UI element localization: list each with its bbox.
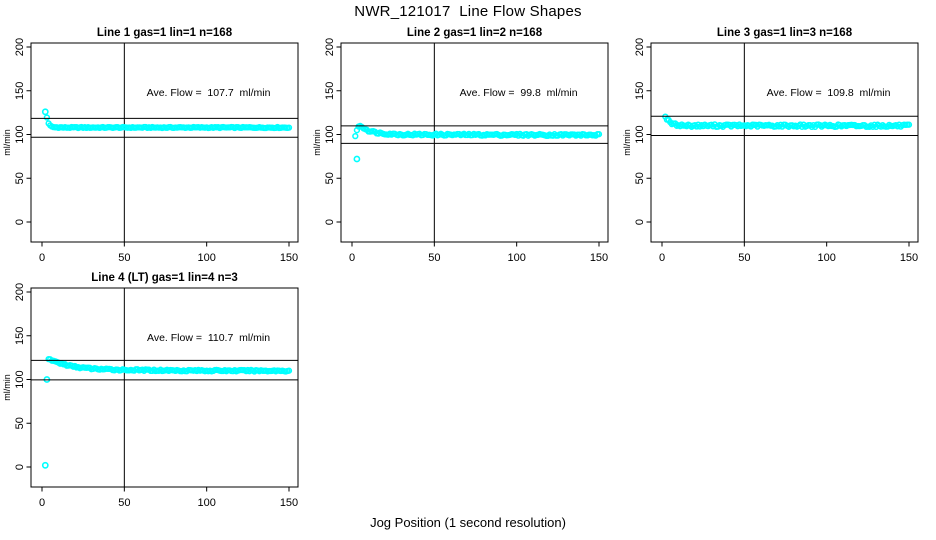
y-tick-label: 100 (14, 125, 26, 143)
plot-box (30, 287, 299, 488)
panel-line-1: 0 50 100 150 0 50 100 150 200 ml/min Line 1 gas=1 … (2, 27, 299, 264)
y-tick-label: 100 (634, 125, 646, 143)
x-tick-label: 50 (118, 497, 130, 509)
y-tick-label: 200 (634, 38, 646, 56)
outlier-point (41, 108, 49, 116)
ave-flow-annotation: Ave. Flow = 109.8 ml/min (767, 87, 891, 99)
y-tick-label: 150 (14, 327, 26, 345)
flow-point (43, 114, 51, 121)
outlier-point (353, 155, 361, 163)
y-tick-label: 100 (324, 125, 336, 143)
y-axis-label: ml/min (622, 129, 632, 156)
flow-point (595, 131, 603, 138)
x-tick-label: 0 (39, 497, 45, 509)
ave-flow-annotation: Ave. Flow = 110.7 ml/min (147, 332, 270, 344)
y-tick-label: 0 (634, 219, 646, 225)
panel-line-2: 0 50 100 150 0 50 100 150 200 ml/min Line 2 gas=1 … (312, 27, 609, 264)
y-axis-label: ml/min (2, 129, 12, 156)
x-tick-label: 150 (900, 252, 918, 264)
ave-flow-annotation: Ave. Flow = 99.8 ml/min (460, 87, 578, 99)
panel-title: Line 2 gas=1 lin=2 n=168 (407, 27, 543, 39)
y-tick-label: 200 (14, 283, 26, 301)
y-tick-label: 50 (14, 417, 26, 429)
flow-point (352, 132, 359, 140)
flow-points (41, 355, 293, 469)
panel-title: Line 3 gas=1 lin=3 n=168 (717, 27, 853, 39)
x-tick-label: 100 (507, 252, 525, 264)
x-tick-label: 150 (590, 252, 608, 264)
x-tick-label: 50 (118, 252, 130, 264)
x-tick-label: 100 (197, 252, 215, 264)
y-tick-label: 0 (324, 219, 336, 225)
flow-point (905, 121, 913, 128)
y-tick-label: 200 (324, 38, 336, 56)
y-tick-label: 50 (14, 172, 26, 184)
flow-point (285, 124, 293, 131)
y-tick-label: 0 (14, 464, 26, 470)
flow-points (41, 108, 293, 132)
flow-point (285, 367, 293, 374)
y-tick-label: 0 (14, 219, 26, 225)
plot-box (340, 42, 609, 243)
ave-flow-annotation: Ave. Flow = 107.7 ml/min (147, 87, 271, 99)
x-tick-label: 0 (349, 252, 355, 264)
x-tick-label: 150 (280, 252, 298, 264)
panel-line-3: 0 50 100 150 0 50 100 150 200 ml/min Line 3 gas=1 … (622, 27, 919, 264)
y-tick-label: 50 (324, 172, 336, 184)
flow-points (352, 122, 603, 163)
x-axis-label: Jog Position (1 second resolution) (370, 515, 566, 530)
y-tick-label: 50 (634, 172, 646, 184)
y-axis-label: ml/min (2, 374, 12, 401)
panel-title: Line 4 (LT) gas=1 lin=4 n=3 (91, 272, 237, 284)
x-tick-label: 100 (817, 252, 835, 264)
x-tick-label: 0 (659, 252, 665, 264)
outlier-point (41, 461, 49, 469)
y-tick-label: 150 (634, 82, 646, 100)
chart-title: NWR_121017 Line Flow Shapes (354, 3, 582, 20)
y-tick-label: 150 (324, 82, 336, 100)
y-tick-label: 100 (14, 370, 26, 388)
y-tick-label: 150 (14, 82, 26, 100)
flow-points (662, 113, 913, 131)
x-tick-label: 50 (738, 252, 750, 264)
plot-box (650, 42, 919, 243)
y-tick-label: 200 (14, 38, 26, 56)
panel-line-4: 0 50 100 150 0 50 100 150 200 ml/min Line 4 (LT) g… (2, 272, 299, 509)
x-tick-label: 50 (428, 252, 440, 264)
plot-box (30, 42, 299, 243)
x-tick-label: 150 (280, 497, 298, 509)
x-tick-label: 0 (39, 252, 45, 264)
panel-title: Line 1 gas=1 lin=1 n=168 (97, 27, 233, 39)
x-tick-label: 100 (197, 497, 215, 509)
y-axis-label: ml/min (312, 129, 322, 156)
